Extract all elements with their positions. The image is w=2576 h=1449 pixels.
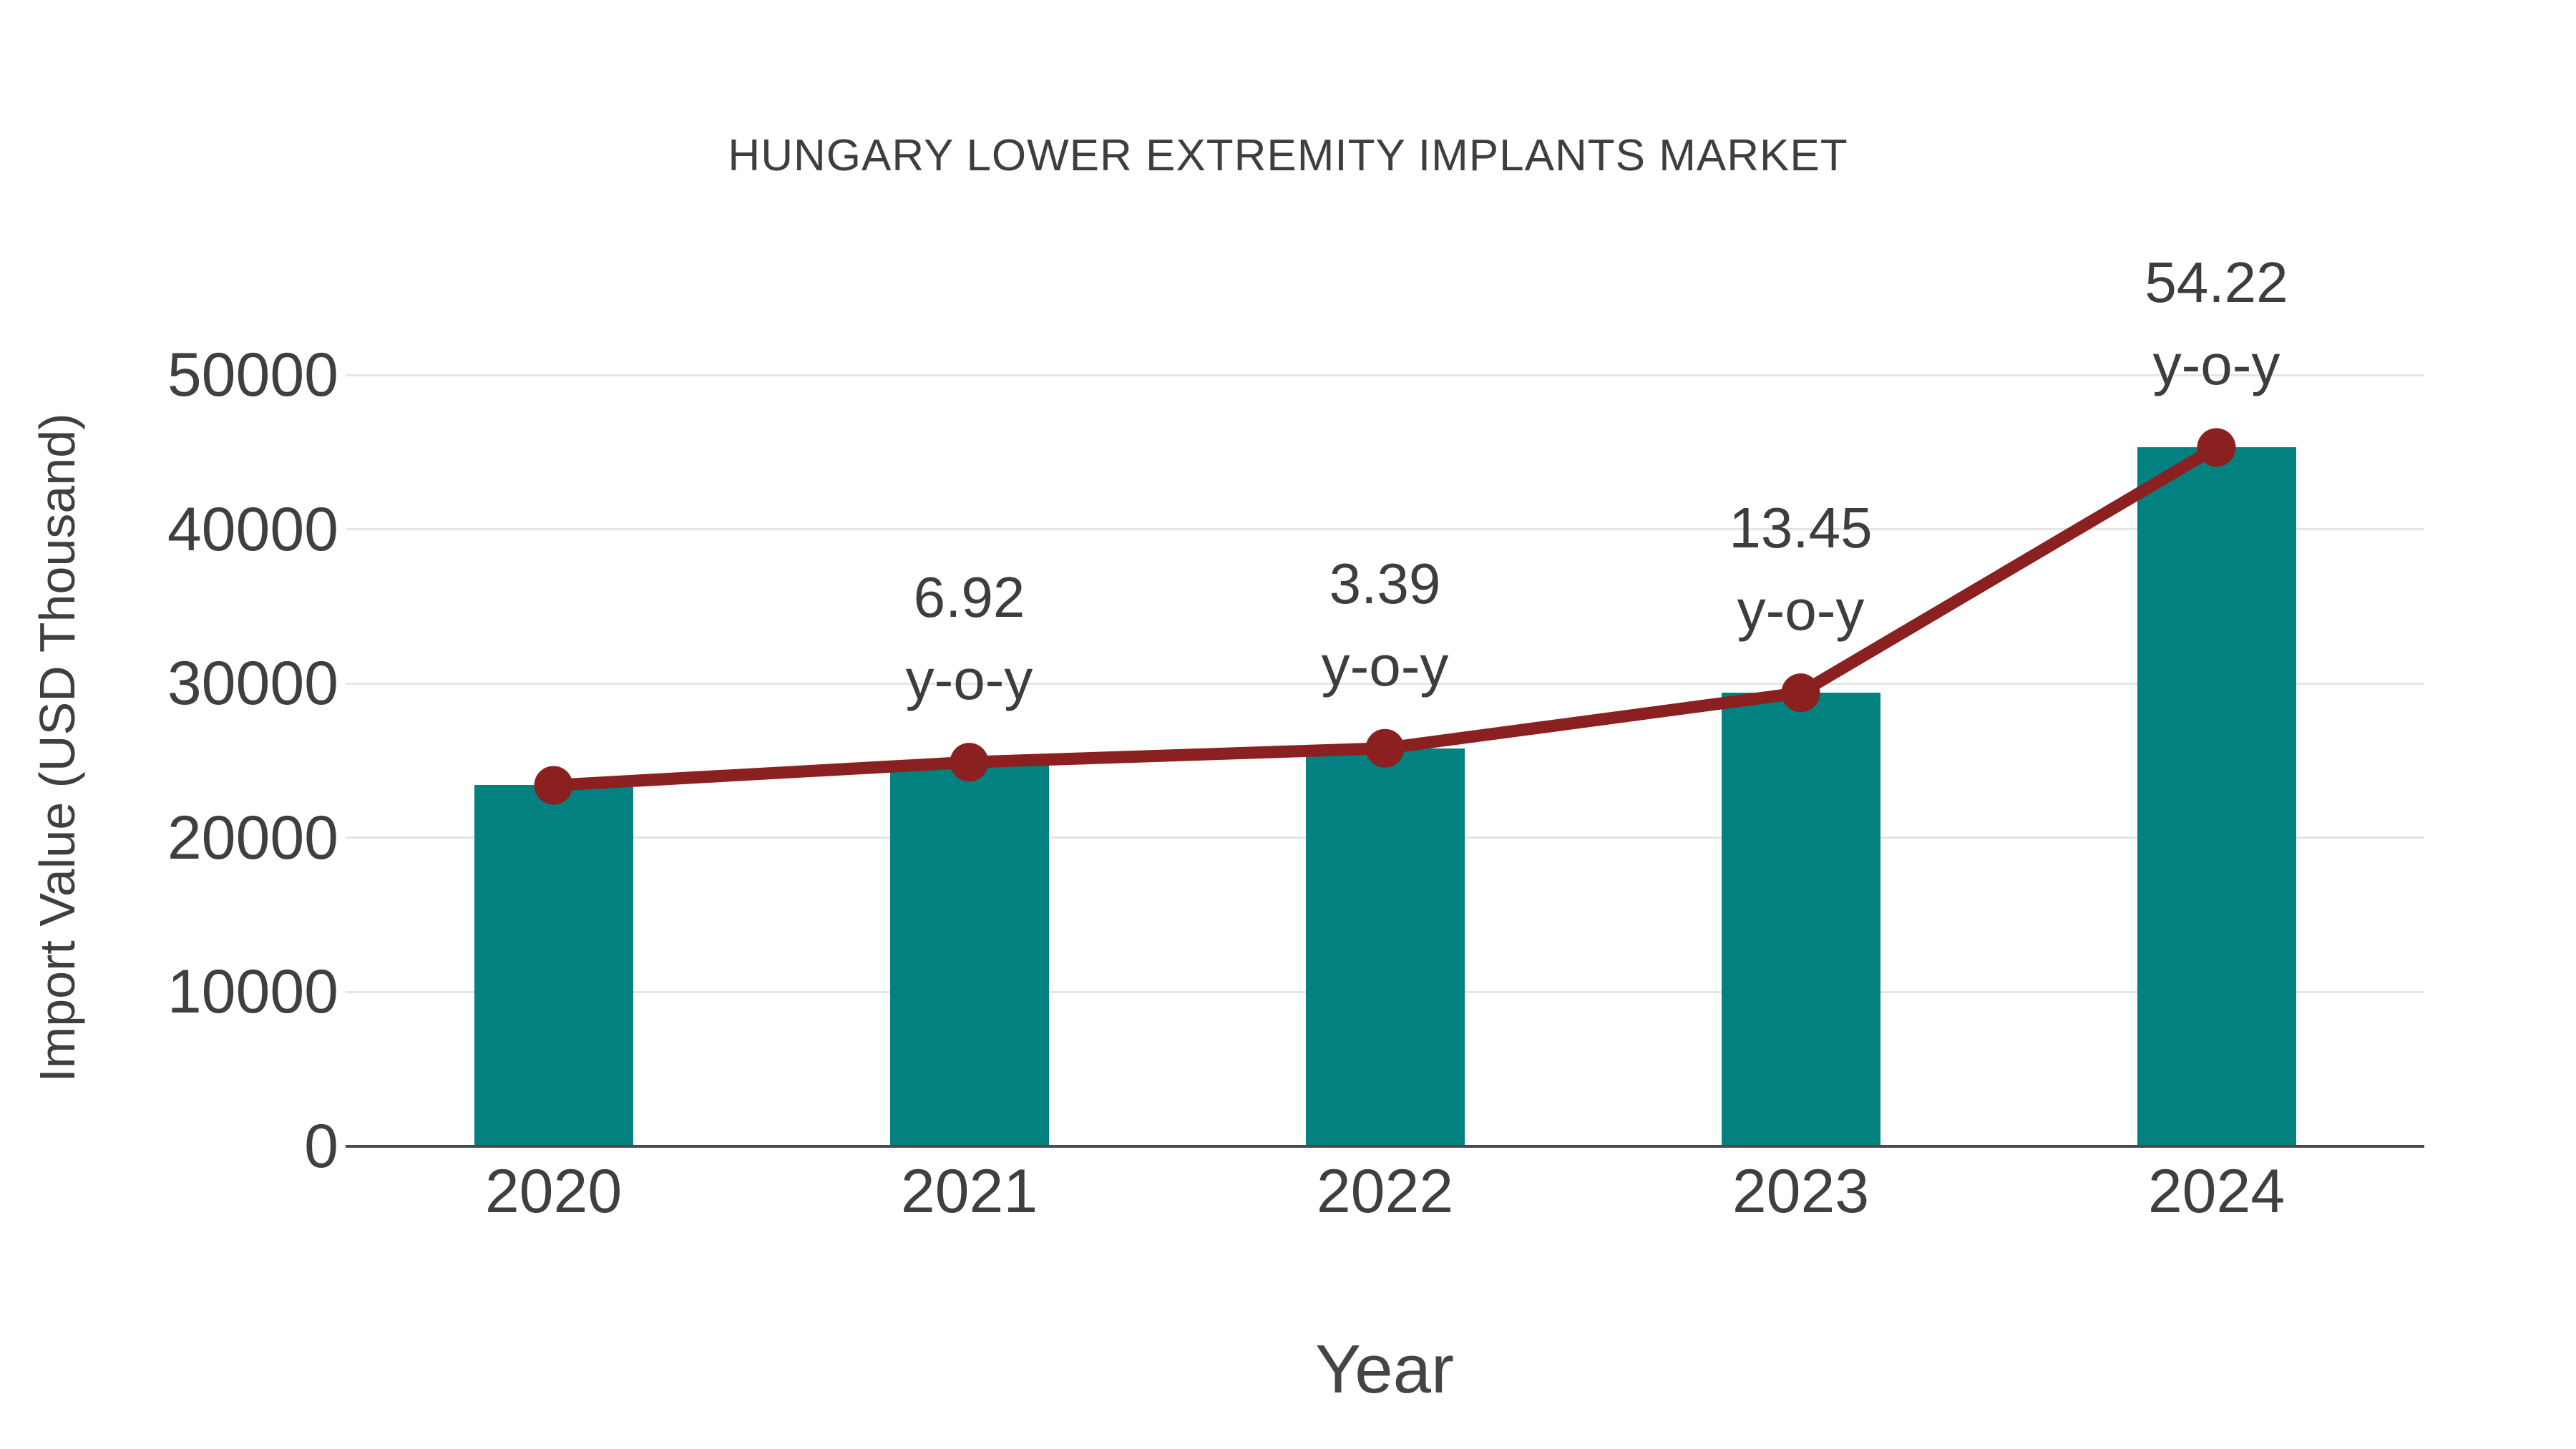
- annotation-yoy-label: y-o-y: [2152, 333, 2280, 397]
- y-tick-label: 30000: [167, 649, 338, 718]
- y-gridline: [346, 528, 2424, 531]
- x-tick-label-2024: 2024: [2147, 1157, 2285, 1226]
- chart-title: HUNGARY LOWER EXTREMITY IMPLANTS MARKET: [728, 131, 1848, 180]
- x-tick-label-2022: 2022: [1316, 1157, 1454, 1226]
- y-tick-label: 50000: [167, 341, 338, 409]
- annotation-2024: 54.22 y-o-y: [1988, 241, 2446, 406]
- bar-2020: [474, 785, 633, 1146]
- annotation-yoy-label: y-o-y: [1737, 578, 1865, 643]
- bar-2022: [1305, 748, 1465, 1146]
- annotation-2021: 6.92 y-o-y: [741, 556, 1199, 721]
- y-tick-label: 40000: [167, 494, 338, 564]
- annotation-value: 3.39: [1329, 551, 1441, 615]
- x-axis-title: Year: [1315, 1331, 1454, 1407]
- y-gridline: [346, 374, 2424, 376]
- x-axis-line: [346, 1145, 2424, 1148]
- trend-marker-2023: [1781, 673, 1820, 713]
- annotation-2022: 3.39 y-o-y: [1156, 542, 1614, 707]
- y-tick-label: 0: [304, 1112, 338, 1181]
- bar-2021: [889, 762, 1049, 1146]
- annotation-2023: 13.45 y-o-y: [1572, 487, 2030, 651]
- annotation-yoy-label: y-o-y: [905, 648, 1033, 712]
- y-tick-label: 10000: [167, 957, 338, 1027]
- bar-2023: [1721, 693, 1880, 1146]
- y-gridline: [346, 682, 2424, 685]
- trend-marker-2024: [2197, 428, 2236, 467]
- y-tick-label: 20000: [167, 803, 338, 872]
- annotation-value: 6.92: [913, 565, 1025, 630]
- trend-marker-2020: [534, 766, 573, 805]
- x-tick-label-2021: 2021: [900, 1157, 1038, 1226]
- trend-marker-2021: [950, 743, 989, 782]
- x-tick-label-2023: 2023: [1732, 1157, 1870, 1226]
- x-tick-label-2020: 2020: [484, 1157, 623, 1226]
- annotation-value: 54.22: [2145, 250, 2288, 315]
- annotation-yoy-label: y-o-y: [1321, 633, 1449, 698]
- bar-2024: [2137, 447, 2296, 1146]
- annotation-value: 13.45: [1729, 496, 1873, 560]
- trend-marker-2022: [1365, 728, 1405, 768]
